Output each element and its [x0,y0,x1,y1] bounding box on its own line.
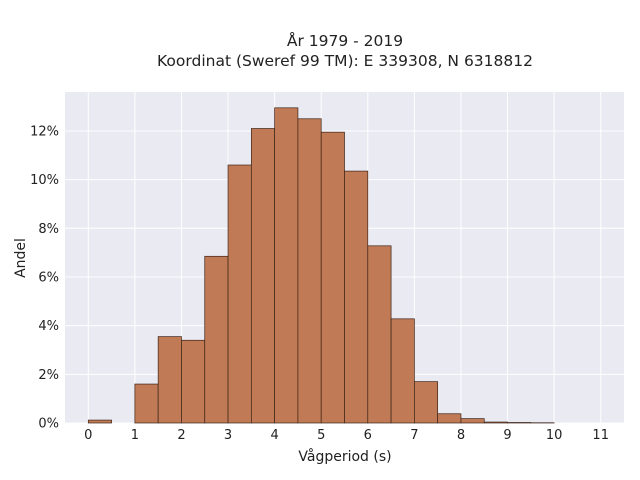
x-axis-label: Vågperiod (s) [298,448,391,465]
chart-title-line2: Koordinat (Sweref 99 TM): E 339308, N 63… [157,52,533,70]
x-tick-label: 8 [457,428,465,443]
histogram-bar [414,381,439,424]
x-tick-label: 1 [131,428,139,443]
x-tick-label: 7 [410,428,418,443]
x-tick-label: 2 [177,428,185,443]
histogram-bar [320,131,345,424]
histogram-bar [344,170,369,424]
x-tick-label: 0 [84,428,92,443]
histogram-bar [87,419,112,424]
histogram-bar [390,318,415,424]
y-tick-label: 2% [38,368,59,383]
histogram-bar [181,339,206,424]
histogram-bar [460,418,485,424]
histogram-bar [250,128,275,424]
histogram-bar [204,255,229,424]
y-axis-label: Andel [13,238,29,278]
y-tick-label: 10% [30,173,59,188]
histogram-bar [227,164,252,424]
histogram-bar [367,245,392,424]
histogram-bar [134,383,159,424]
y-tick-labels: 0% 2% 4% 6% 8% 10% 12% [30,124,59,431]
histogram-bar [274,107,299,424]
histogram-bar [483,421,508,424]
x-tick-labels: 0 1 2 3 4 5 6 7 8 9 10 11 [84,428,609,443]
x-tick-label: 10 [546,428,563,443]
x-tick-label: 5 [317,428,325,443]
bars [87,107,555,424]
x-tick-label: 11 [592,428,609,443]
y-tick-label: 12% [30,124,59,139]
y-tick-label: 0% [38,417,59,432]
y-tick-label: 4% [38,319,59,334]
x-tick-label: 9 [503,428,511,443]
y-tick-label: 6% [38,270,59,285]
x-tick-label: 4 [270,428,278,443]
chart-title-line1: År 1979 - 2019 [287,31,403,50]
x-tick-label: 3 [224,428,232,443]
y-tick-label: 8% [38,222,59,237]
x-tick-label: 6 [364,428,372,443]
histogram-bar [437,413,462,424]
histogram-bar [297,118,322,424]
histogram-bar [157,336,182,424]
